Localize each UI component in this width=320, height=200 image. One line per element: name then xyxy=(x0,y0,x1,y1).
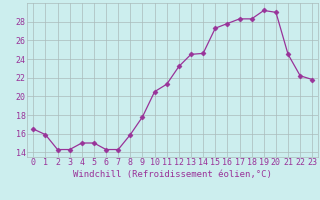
X-axis label: Windchill (Refroidissement éolien,°C): Windchill (Refroidissement éolien,°C) xyxy=(73,170,272,179)
